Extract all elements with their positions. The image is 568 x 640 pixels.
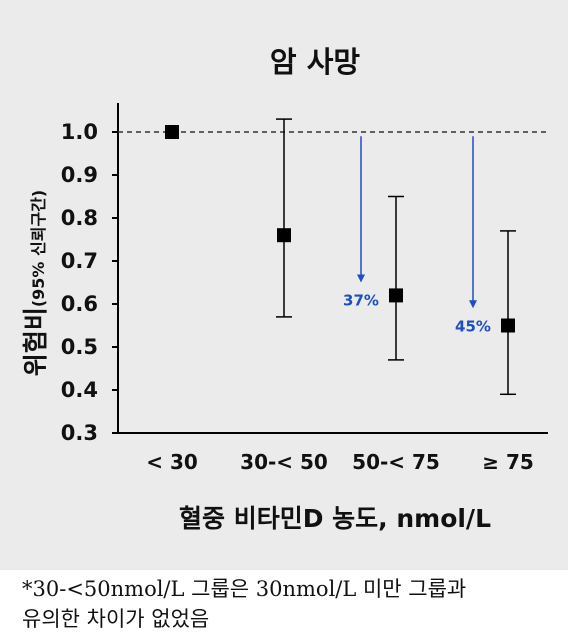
y-tick-label: 0.5: [61, 335, 98, 359]
footnote-line-1: *30-<50nmol/L 그룹은 30nmol/L 미만 그룹과: [22, 577, 467, 601]
y-tick-label: 0.9: [61, 163, 98, 187]
x-tick-label: ≥ 75: [482, 450, 534, 474]
y-tick-label: 0.6: [61, 292, 98, 316]
annotation-arrow-head: [357, 274, 365, 283]
y-tick-label: 0.4: [61, 378, 98, 402]
x-tick-label: 30-< 50: [240, 450, 328, 474]
chart-title: 암 사망: [270, 45, 360, 79]
y-axis-label-sub: (95% 신뢰구간): [29, 190, 48, 307]
y-axis-label-main: 위험비: [21, 307, 50, 376]
annotation-label: 45%: [455, 317, 491, 335]
y-tick-label: 0.8: [61, 206, 98, 230]
annotations: 37% 45%: [343, 136, 491, 335]
data-marks: [165, 118, 516, 396]
y-tick-label: 0.7: [61, 249, 98, 273]
point-marker: [165, 125, 179, 139]
forest-plot: 암 사망 위험비(95% 신뢰구간) 0.3 0.4 0.5 0.6 0.7 0.8 0.9…: [21, 45, 548, 533]
footnote-line-2: 유의한 차이가 없었음: [22, 607, 210, 631]
x-tick-label: 50-< 75: [352, 450, 440, 474]
y-ticks: 0.3 0.4 0.5 0.6 0.7 0.8 0.9 1.0: [61, 120, 118, 445]
point-marker: [277, 228, 291, 243]
x-ticks: < 30 30-< 50 50-< 75 ≥ 75: [146, 450, 534, 474]
svg-text:위험비(95% 신뢰구간): 위험비(95% 신뢰구간): [21, 190, 50, 376]
x-axis-label: 혈중 비타민D 농도, nmol/L: [179, 504, 491, 533]
y-tick-label: 0.3: [61, 421, 98, 445]
point-marker: [501, 318, 515, 333]
footnote: *30-<50nmol/L 그룹은 30nmol/L 미만 그룹과 유의한 차이…: [22, 574, 562, 634]
annotation-label: 37%: [343, 292, 379, 310]
point-marker: [389, 288, 403, 303]
y-axis-label: 위험비(95% 신뢰구간): [21, 190, 50, 376]
x-tick-label: < 30: [146, 450, 198, 474]
chart-panel: 암 사망 위험비(95% 신뢰구간) 0.3 0.4 0.5 0.6 0.7 0.8 0.9…: [0, 0, 568, 570]
y-tick-label: 1.0: [61, 120, 98, 144]
annotation-arrow-head: [469, 300, 477, 309]
